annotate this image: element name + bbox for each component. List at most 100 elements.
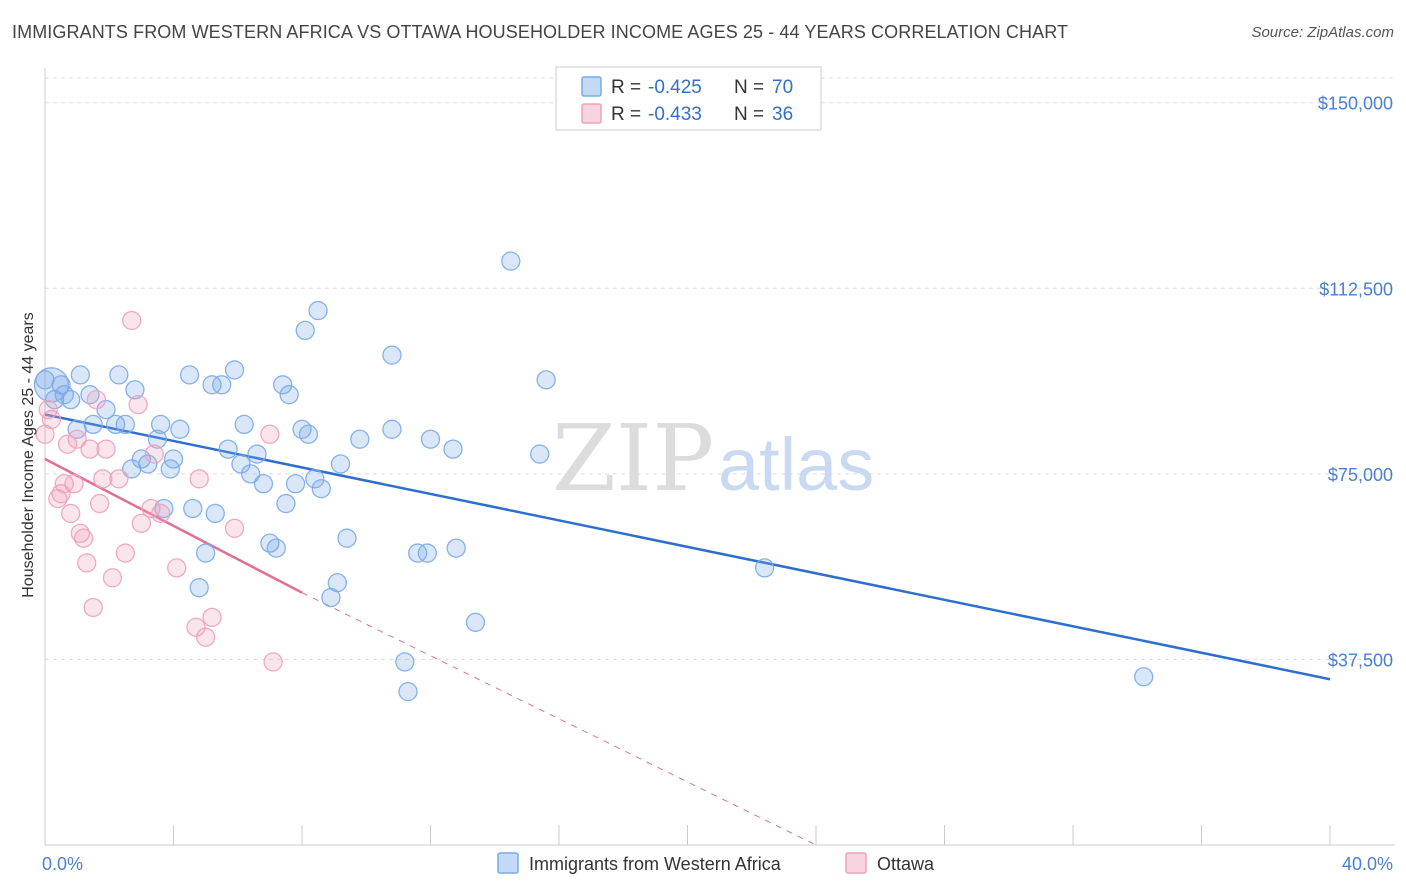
- point-s0-35: [247, 444, 267, 464]
- watermark-zip: ZIP: [552, 405, 714, 512]
- point-s1-21: [122, 310, 142, 331]
- point-s1-11: [77, 553, 97, 573]
- point-s0-55: [382, 419, 402, 439]
- point-s0-8: [83, 414, 103, 435]
- point-s0-34: [240, 464, 261, 484]
- series-legend-swatch-1: [845, 852, 867, 874]
- point-s0-24: [183, 498, 203, 519]
- point-s1-17: [96, 439, 116, 459]
- point-s0-14: [125, 380, 145, 400]
- point-s0-17: [147, 429, 168, 449]
- series-legend-swatch-0: [497, 852, 519, 874]
- trend-extension-1: [301, 592, 817, 846]
- stats-n-value-1: 36: [772, 104, 793, 125]
- point-s0-44: [295, 320, 315, 341]
- point-s0-47: [308, 300, 328, 321]
- point-s0-25: [189, 578, 209, 598]
- series-legend-label-1: Ottawa: [877, 854, 935, 874]
- point-s0-18: [150, 414, 171, 435]
- series-legend: Immigrants from Western Africa Ottawa: [497, 852, 935, 874]
- point-s0-23: [179, 365, 200, 385]
- point-s1-31: [202, 607, 222, 628]
- point-s0-64: [501, 251, 521, 271]
- point-s0-33: [234, 414, 254, 435]
- point-s0-32: [231, 454, 251, 474]
- point-s0-68: [1134, 667, 1154, 687]
- point-s1-7: [64, 474, 84, 494]
- point-s0-29: [212, 375, 232, 395]
- point-s1-23: [131, 513, 152, 534]
- point-s0-46: [305, 469, 325, 489]
- point-s0-21: [163, 449, 184, 469]
- point-s1-8: [67, 429, 87, 449]
- stats-r-value-0: -0.425: [648, 77, 702, 98]
- point-s0-62: [446, 538, 466, 558]
- point-s0-67: [754, 558, 775, 578]
- stats-r-label-1: R =: [611, 104, 641, 125]
- point-s1-25: [144, 444, 164, 464]
- point-s0-54: [382, 345, 402, 365]
- stats-r-value-1: -0.433: [648, 104, 702, 125]
- y-axis-label: Householder Income Ages 25 - 44 years: [20, 312, 37, 598]
- point-s1-33: [260, 424, 280, 444]
- point-s0-53: [350, 429, 370, 449]
- series-legend-label-0: Immigrants from Western Africa: [529, 854, 782, 874]
- point-s0-61: [443, 439, 463, 459]
- watermark-atlas: atlas: [718, 423, 874, 506]
- point-s0-6: [70, 365, 90, 385]
- point-s0-41: [279, 385, 299, 405]
- point-s0-40: [276, 493, 296, 514]
- point-s1-22: [128, 394, 148, 415]
- point-s0-59: [417, 543, 437, 563]
- trend-line-1: [44, 457, 303, 594]
- watermark: ZIP atlas: [552, 405, 874, 512]
- y-tick-label-0: $37,500: [1328, 650, 1393, 670]
- axes: [44, 68, 1395, 846]
- point-s0-12: [115, 414, 135, 435]
- point-s0-52: [337, 528, 357, 548]
- point-s0-50: [327, 573, 347, 593]
- point-s1-15: [89, 493, 110, 514]
- point-s0-69: [33, 367, 70, 403]
- point-s0-30: [218, 439, 238, 459]
- y-tick-label-1: $75,000: [1328, 465, 1393, 485]
- point-s0-66: [536, 370, 556, 390]
- point-s1-10: [73, 528, 94, 548]
- point-s0-39: [273, 375, 293, 395]
- point-s1-14: [86, 389, 107, 410]
- point-s1-29: [189, 469, 209, 489]
- point-s1-20: [115, 543, 135, 563]
- point-s0-11: [109, 365, 129, 385]
- y-tick-label-2: $112,500: [1319, 279, 1393, 299]
- point-s1-5: [57, 434, 78, 454]
- point-s0-16: [138, 454, 158, 474]
- point-s0-56: [395, 652, 415, 672]
- point-s1-12: [80, 439, 100, 459]
- point-s0-42: [285, 474, 306, 494]
- point-s0-4: [61, 389, 81, 410]
- point-s0-45: [298, 424, 319, 444]
- point-s1-6: [61, 503, 81, 524]
- trend-line-0: [44, 413, 1331, 681]
- point-s0-22: [170, 419, 190, 439]
- grid-lines: [45, 77, 1395, 660]
- point-s0-57: [398, 681, 418, 702]
- point-s0-60: [420, 429, 441, 449]
- point-s0-36: [253, 474, 274, 494]
- stats-r-label-0: R =: [611, 77, 641, 98]
- point-s1-16: [93, 469, 113, 489]
- stats-legend-swatch-1: [581, 103, 602, 124]
- data-points: [33, 251, 1154, 702]
- trend-lines: [44, 413, 1331, 846]
- x-tick-label-1: 40.0%: [1342, 854, 1393, 874]
- stats-n-label-0: N =: [734, 77, 764, 98]
- point-s1-26: [150, 503, 171, 524]
- point-s1-34: [263, 652, 283, 672]
- chart-title: IMMIGRANTS FROM WESTERN AFRICA VS OTTAWA…: [12, 22, 1069, 42]
- point-s1-35: [38, 399, 58, 420]
- stats-n-label-1: N =: [734, 104, 764, 125]
- point-s1-28: [186, 617, 206, 637]
- source-label: Source: ZipAtlas.com: [1251, 24, 1394, 41]
- point-s0-9: [96, 399, 116, 420]
